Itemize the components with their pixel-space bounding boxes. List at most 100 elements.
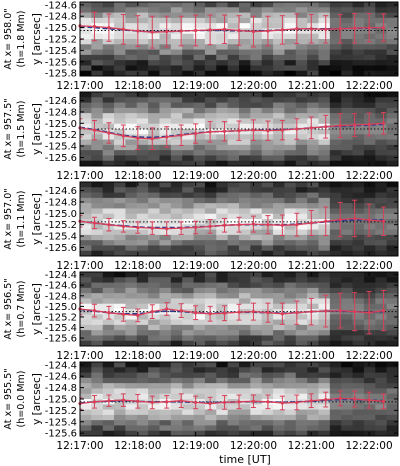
background-cell: [227, 404, 240, 411]
background-cell: [193, 388, 206, 395]
background-cell: [193, 372, 206, 379]
background-cell: [284, 92, 297, 98]
background-cell: [341, 240, 354, 246]
background-cell: [329, 150, 342, 156]
background-cell: [102, 430, 115, 436]
background-cell: [148, 340, 160, 346]
background-cell: [375, 33, 388, 40]
background-cell: [341, 314, 354, 321]
background-cell: [136, 107, 149, 114]
background-cell: [227, 23, 240, 29]
background-cell: [273, 229, 285, 236]
background-cell: [375, 118, 388, 125]
background-cell: [216, 187, 229, 194]
background-cell: [363, 208, 376, 215]
background-cell: [227, 2, 240, 8]
background-cell: [284, 144, 297, 151]
background-cell: [125, 287, 138, 294]
background-cell: [386, 182, 398, 188]
measured-point: [165, 307, 169, 311]
background-cell: [329, 393, 342, 400]
background-cell: [352, 277, 365, 284]
measured-point: [381, 308, 386, 313]
background-cell: [352, 65, 365, 72]
background-cell: [375, 362, 388, 368]
background-cell: [136, 388, 149, 395]
background-cell: [239, 245, 251, 252]
background-cell: [341, 420, 354, 426]
background-cell: [295, 160, 308, 166]
background-cell: [363, 107, 376, 114]
background-cell: [114, 123, 126, 130]
background-cell: [114, 139, 126, 146]
background-cell: [239, 49, 251, 56]
panel-position-label: At x= 958.0": [3, 8, 14, 69]
background-cell: [80, 203, 92, 209]
background-cell: [273, 330, 285, 336]
background-cell: [170, 224, 183, 231]
x-tick-label: 12:19:00: [172, 350, 219, 362]
background-cell: [250, 287, 263, 294]
background-cell: [318, 362, 331, 368]
background-cell: [102, 2, 115, 8]
background-cell: [114, 383, 126, 389]
background-cell: [239, 150, 251, 156]
background-cell: [91, 420, 104, 426]
background-cell: [250, 272, 263, 278]
background-cell: [273, 192, 285, 199]
background-cell: [295, 123, 308, 130]
y-axis-label: y [arcsec]: [31, 373, 43, 425]
background-cell: [114, 335, 126, 342]
background-cell: [295, 65, 308, 72]
background-cell: [193, 92, 206, 98]
background-cell: [261, 335, 274, 342]
background-cell: [284, 49, 297, 56]
background-cell: [250, 367, 263, 374]
background-cell: [341, 49, 354, 56]
background-cell: [170, 102, 183, 109]
background-cell: [204, 182, 217, 188]
background-cell: [182, 197, 195, 204]
background-cell: [204, 107, 217, 114]
background-cell: [227, 414, 240, 421]
background-cell: [136, 123, 149, 130]
background-cell: [363, 229, 376, 236]
background-cell: [91, 372, 104, 379]
measured-point: [353, 26, 357, 30]
background-cell: [329, 245, 342, 252]
y-tick-label: -125.0: [45, 23, 77, 34]
y-tick-label: -124.6: [45, 281, 77, 292]
background-cell: [295, 388, 308, 395]
background-cell: [216, 287, 229, 294]
measured-point: [266, 29, 270, 33]
background-cell: [170, 208, 183, 215]
y-tick-label: -124.8: [45, 12, 77, 23]
background-cell: [295, 92, 308, 98]
background-cell: [273, 234, 285, 241]
background-cell: [216, 314, 229, 321]
background-cell: [159, 60, 172, 66]
background-cell: [261, 139, 274, 146]
measured-point: [121, 224, 125, 228]
background-cell: [136, 319, 149, 326]
background-cell: [91, 224, 104, 231]
background-cell: [182, 23, 195, 29]
background-cell: [91, 197, 104, 204]
background-cell: [136, 97, 149, 104]
background-cell: [386, 28, 398, 35]
background-cell: [307, 314, 319, 321]
background-cell: [363, 420, 376, 426]
background-cell: [80, 388, 92, 395]
background-cell: [125, 219, 138, 225]
background-cell: [250, 208, 263, 215]
background-cell: [193, 425, 206, 432]
background-cell: [204, 203, 217, 209]
background-cell: [204, 144, 217, 151]
background-cell: [193, 192, 206, 199]
background-cell: [307, 192, 319, 199]
background-cell: [125, 388, 138, 395]
background-cell: [295, 287, 308, 294]
background-cell: [204, 272, 217, 278]
background-cell: [273, 2, 285, 8]
background-cell: [352, 92, 365, 98]
